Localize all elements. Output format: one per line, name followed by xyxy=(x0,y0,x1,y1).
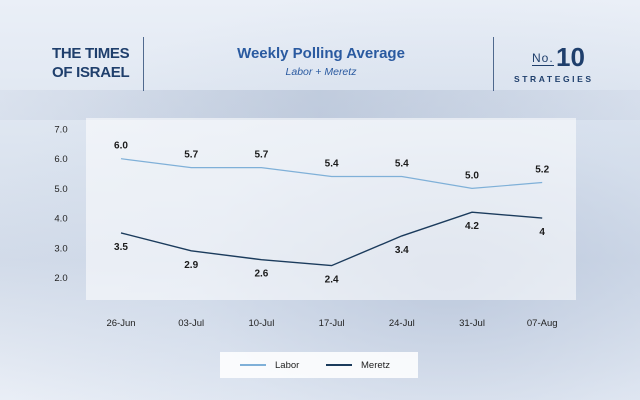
series-line-labor xyxy=(120,158,543,190)
y-tick-label: 2.0 xyxy=(54,273,67,284)
data-label-labor: 5.7 xyxy=(254,150,268,161)
header: THE TIMES OF ISRAEL Weekly Polling Avera… xyxy=(0,0,640,100)
x-tick-label: 26-Jun xyxy=(106,318,135,329)
legend-item-labor: Labor xyxy=(240,352,299,378)
x-tick-label: 07-Aug xyxy=(527,318,558,329)
badge-word: STRATEGIES xyxy=(514,74,594,84)
badge-no-label: No. xyxy=(532,51,554,66)
times-of-israel-logo[interactable]: THE TIMES OF ISRAEL xyxy=(52,44,130,82)
data-label-meretz: 2.4 xyxy=(325,275,339,286)
badge-number: 10 xyxy=(556,42,585,72)
legend-swatch-meretz xyxy=(326,364,352,366)
x-tick-label: 31-Jul xyxy=(459,318,485,329)
data-label-labor: 5.7 xyxy=(184,150,198,161)
y-tick-label: 4.0 xyxy=(54,214,67,225)
chart-legend: Labor Meretz xyxy=(220,352,418,378)
data-label-meretz: 2.9 xyxy=(184,260,198,271)
chart-subtitle: Labor + Meretz xyxy=(285,66,357,78)
data-label-meretz: 3.5 xyxy=(114,242,128,253)
y-tick-label: 7.0 xyxy=(54,125,67,136)
strategies-badge: No. 10 STRATEGIES xyxy=(500,40,630,90)
data-label-labor: 5.2 xyxy=(535,164,549,175)
series-line-meretz xyxy=(120,211,543,267)
y-tick-label: 6.0 xyxy=(54,154,67,165)
legend-label-labor: Labor xyxy=(275,359,300,371)
header-divider-left xyxy=(143,37,144,91)
data-label-meretz: 4.2 xyxy=(465,221,479,232)
x-tick-label: 24-Jul xyxy=(389,318,415,329)
legend-label-meretz: Meretz xyxy=(361,359,391,371)
legend-item-meretz: Meretz xyxy=(326,352,390,378)
data-label-labor: 6.0 xyxy=(114,141,128,152)
data-label-meretz: 3.4 xyxy=(395,245,409,256)
background-band xyxy=(0,90,640,120)
data-label-meretz: 2.6 xyxy=(254,269,268,280)
data-label-labor: 5.4 xyxy=(325,159,339,170)
chart-title: Weekly Polling Average xyxy=(237,45,405,62)
x-tick-label: 03-Jul xyxy=(178,318,204,329)
x-tick-label: 10-Jul xyxy=(248,318,274,329)
y-tick-label: 3.0 xyxy=(54,243,67,254)
plot-panel xyxy=(86,118,576,300)
data-label-labor: 5.4 xyxy=(395,159,409,170)
data-label-labor: 5.0 xyxy=(465,170,479,181)
x-tick-label: 17-Jul xyxy=(319,318,345,329)
logo-line-1: THE TIMES xyxy=(52,45,130,62)
data-label-meretz: 4 xyxy=(539,227,545,238)
legend-swatch-labor xyxy=(240,364,266,366)
y-tick-label: 5.0 xyxy=(54,184,67,195)
logo-line-2: OF ISRAEL xyxy=(52,64,130,81)
header-divider-right xyxy=(493,37,494,91)
